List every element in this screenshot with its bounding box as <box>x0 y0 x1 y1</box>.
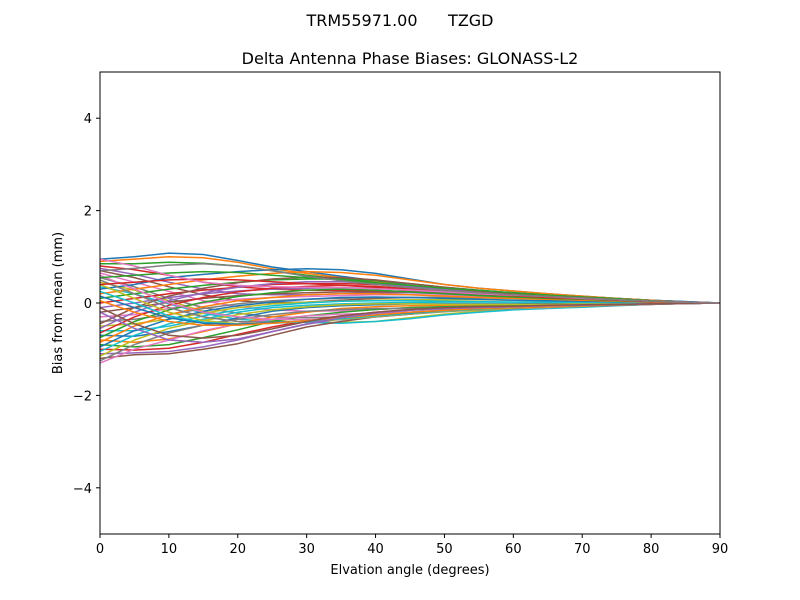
x-tick-label: 60 <box>505 542 522 557</box>
x-tick-label: 20 <box>230 542 247 557</box>
x-tick-label: 50 <box>436 542 453 557</box>
x-tick-label: 0 <box>96 542 104 557</box>
y-tick-label: −2 <box>73 389 92 404</box>
series-line-46 <box>99 302 721 339</box>
x-tick-label: 70 <box>574 542 591 557</box>
y-tick-label: −4 <box>73 482 92 497</box>
y-tick-label: 0 <box>84 297 92 312</box>
y-axis: −4 −2 0 2 4 <box>73 112 100 497</box>
x-tick-label: 90 <box>712 542 729 557</box>
series-line-43 <box>99 270 721 304</box>
chart-suptitle: TRM55971.00 TZGD <box>305 11 493 30</box>
y-tick-label: 2 <box>84 205 92 220</box>
series-line-48 <box>99 262 721 304</box>
x-tick-label: 10 <box>161 542 178 557</box>
x-axis: 0 10 20 30 40 50 60 70 80 90 <box>96 534 728 557</box>
y-tick-label: 4 <box>84 112 92 127</box>
x-axis-label: Elvation angle (degrees) <box>330 563 489 578</box>
x-tick-label: 30 <box>298 542 315 557</box>
y-axis-label: Bias from mean (mm) <box>51 232 66 374</box>
series-line-30 <box>99 299 720 353</box>
plot-area <box>99 252 721 364</box>
chart-title: Delta Antenna Phase Biases: GLONASS-L2 <box>242 49 579 68</box>
x-tick-label: 40 <box>367 542 384 557</box>
x-tick-label: 80 <box>643 542 660 557</box>
